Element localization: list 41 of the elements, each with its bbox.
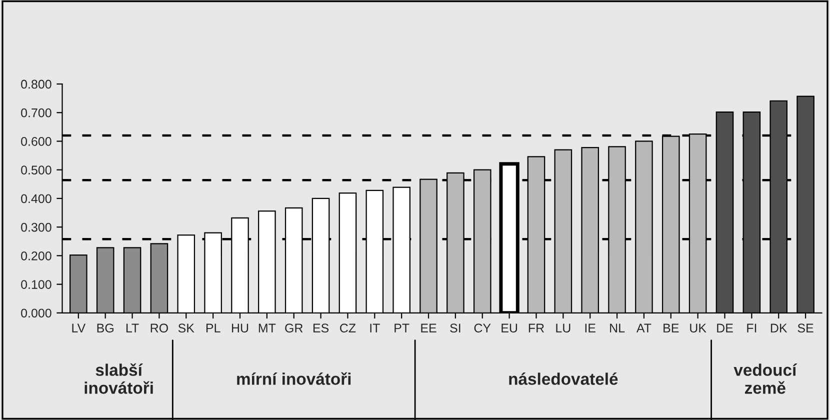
text: mírní inovátoři — [237, 372, 351, 385]
x-tick-label: IE — [585, 324, 596, 332]
text: následovatelé — [509, 372, 618, 385]
y-tick-label: 0.700 — [21, 108, 52, 118]
x-tick-label: RO — [150, 324, 168, 332]
x-tick-label: DE — [717, 324, 733, 332]
x-tick-label: CZ — [340, 324, 356, 332]
y-tick-label: 0.000 — [21, 308, 52, 318]
x-tick-label: LU — [556, 324, 570, 332]
text: vedoucí země — [734, 364, 798, 394]
x-tick-label: IT — [370, 324, 380, 332]
x-tick-label: MT — [258, 324, 276, 332]
x-tick-label: NL — [610, 324, 625, 332]
x-tick-label: PT — [394, 324, 410, 332]
y-tick-label: 0.100 — [21, 280, 52, 289]
x-tick-label: SK — [178, 324, 194, 332]
y-tick-label: 0.600 — [21, 137, 52, 146]
x-tick-label: PL — [206, 324, 220, 332]
x-tick-label: DK — [770, 324, 788, 332]
x-tick-label: LT — [126, 324, 139, 332]
x-tick-label: EE — [421, 324, 436, 332]
y-tick-label: 0.300 — [21, 222, 52, 232]
x-tick-label: BE — [664, 324, 679, 332]
x-tick-label: SI — [450, 324, 460, 332]
x-tick-label: AT — [636, 324, 652, 332]
y-tick-label: 0.200 — [21, 251, 52, 260]
y-tick-label: 0.400 — [21, 194, 52, 204]
x-tick-label: GR — [285, 324, 303, 332]
x-tick-label: EU — [502, 324, 518, 332]
y-tick-label: 0.500 — [21, 166, 52, 174]
text: slabší inovátoři — [84, 363, 153, 394]
x-tick-label: HU — [232, 324, 248, 332]
x-tick-label: FI — [747, 324, 756, 332]
x-tick-label: FR — [528, 324, 544, 332]
x-tick-label: LV — [72, 324, 86, 332]
x-tick-label: CY — [474, 324, 491, 332]
x-tick-label: SE — [798, 324, 814, 332]
x-tick-label: BG — [97, 324, 114, 332]
x-tick-label: ES — [313, 324, 329, 332]
y-tick-label: 0.800 — [21, 80, 52, 89]
x-tick-label: UK — [690, 324, 706, 332]
